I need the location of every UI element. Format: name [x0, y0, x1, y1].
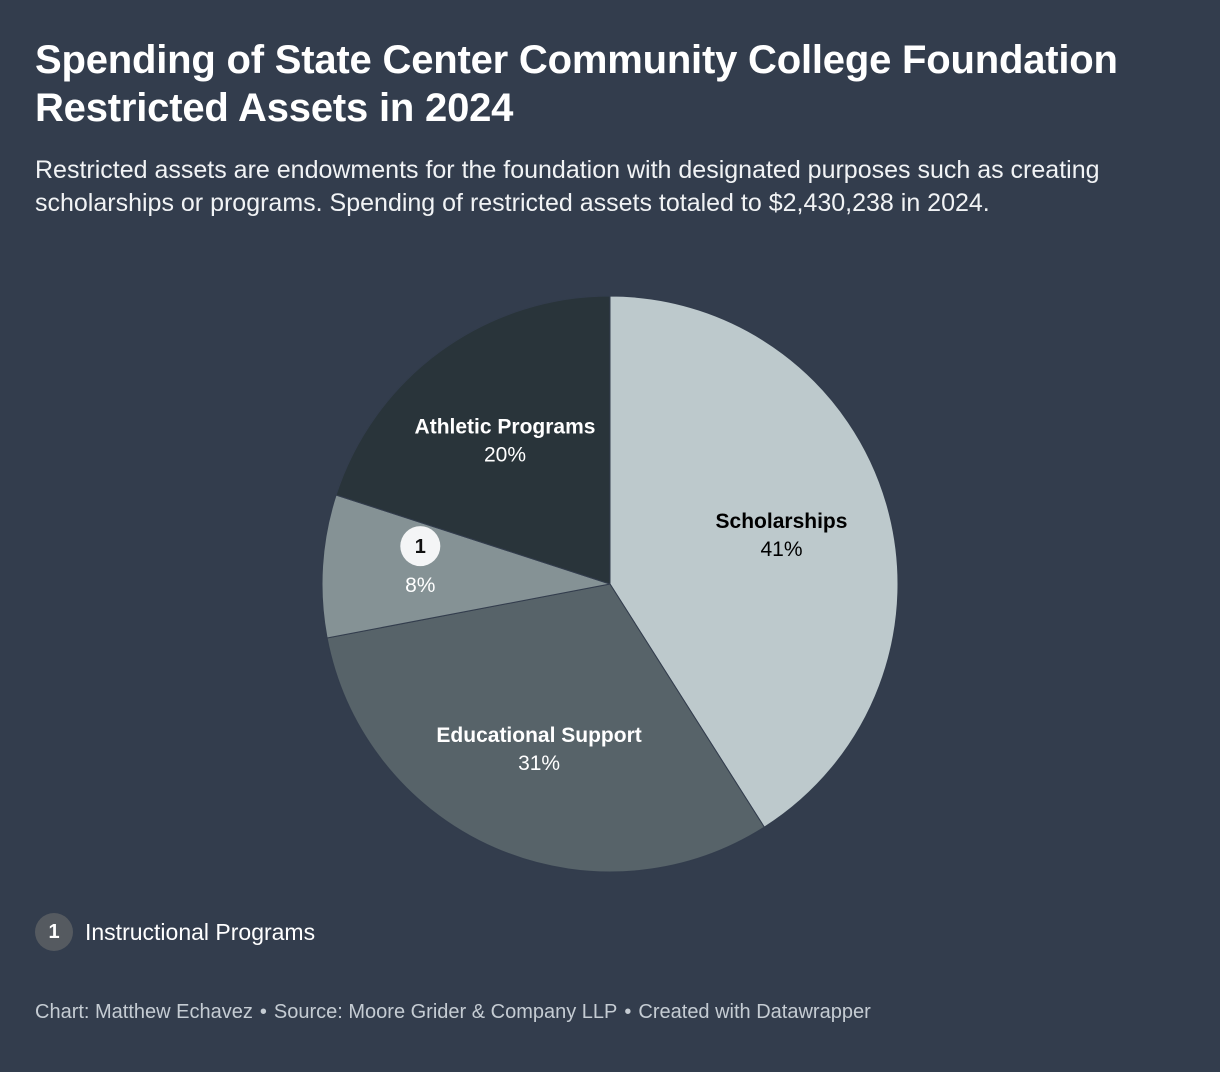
legend-marker: 1	[35, 913, 73, 951]
footer-source: Source: Moore Grider & Company LLP	[273, 1001, 618, 1023]
footer-separator: •	[259, 1001, 267, 1023]
chart-footer: Chart: Matthew Echavez • Source: Moore Gri…	[35, 1001, 871, 1024]
footer-chart-credit: Chart: Matthew Echavez	[35, 1001, 253, 1023]
pie-slice-instructional-programs[interactable]	[321, 494, 611, 639]
pie-slice-educational-support[interactable]	[326, 583, 766, 873]
chart-subtitle: Restricted assets are endowments for the…	[35, 156, 1100, 217]
legend-label: Instructional Programs	[85, 918, 316, 945]
pie-slice-athletic-programs[interactable]	[335, 295, 611, 585]
chart-title: Spending of State Center Community Colle…	[35, 38, 1118, 130]
footer-tool: Created with Datawrapper	[638, 1001, 871, 1023]
pie-slice-scholarships[interactable]	[609, 295, 899, 828]
chart-legend: 1 Instructional Programs	[35, 912, 315, 952]
footer-separator: •	[624, 1001, 632, 1023]
